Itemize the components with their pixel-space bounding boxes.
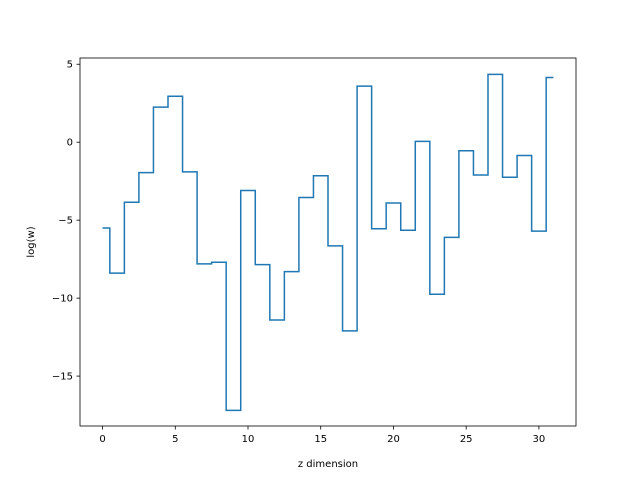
y-axis-label: log(w) — [26, 226, 37, 257]
y-tick-label-3: 0 — [67, 138, 73, 149]
x-tick-label-4: 20 — [387, 434, 400, 445]
x-tick-label-3: 15 — [314, 434, 327, 445]
series-line-0 — [102, 73, 554, 412]
plot-frame — [79, 57, 577, 427]
x-tick-label-6: 30 — [533, 434, 546, 445]
series-layer — [102, 73, 554, 412]
y-axis: −15 −10 −5 0 5 — [52, 60, 80, 383]
x-axis: 0 5 10 15 20 25 30 — [99, 426, 545, 445]
x-tick-label-0: 0 — [99, 434, 105, 445]
x-axis-label: z dimension — [298, 459, 358, 470]
x-tick-label-2: 10 — [242, 434, 255, 445]
y-tick-label-2: −5 — [58, 216, 73, 227]
x-tick-label-5: 25 — [460, 434, 473, 445]
y-tick-label-1: −10 — [52, 294, 73, 305]
y-tick-label-0: −15 — [52, 372, 73, 383]
y-tick-label-4: 5 — [67, 60, 73, 71]
x-tick-label-1: 5 — [172, 434, 178, 445]
